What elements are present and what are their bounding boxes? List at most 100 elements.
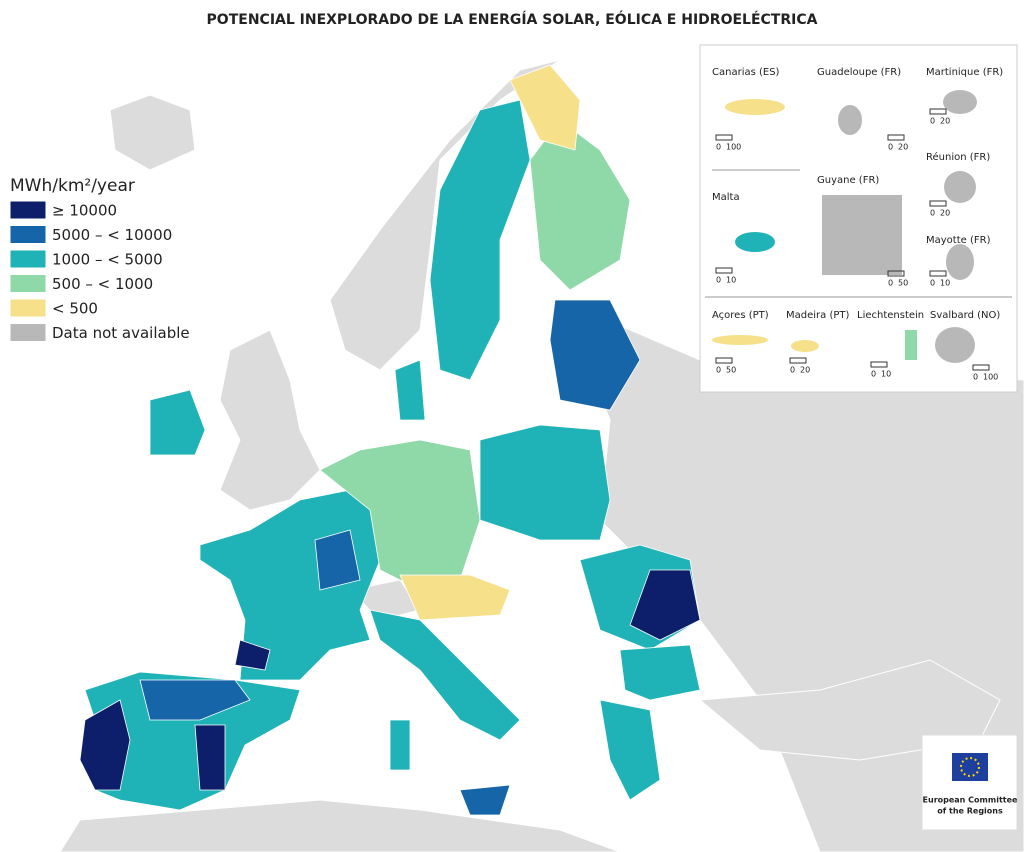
scale-end: 10 bbox=[881, 370, 891, 379]
scale-bar bbox=[870, 361, 888, 368]
inset-label: Réunion (FR) bbox=[926, 151, 990, 163]
scale-bar bbox=[929, 200, 947, 207]
legend-swatch bbox=[9, 298, 47, 318]
region-denmark bbox=[394, 359, 426, 421]
legend-label: 1000 – < 5000 bbox=[52, 251, 163, 269]
logo-stars bbox=[960, 757, 980, 777]
logo bbox=[921, 734, 1018, 831]
scale-start: 0 bbox=[973, 373, 978, 382]
inset-canarias-shape bbox=[725, 99, 785, 115]
region-sweden bbox=[429, 99, 531, 381]
land-uk bbox=[219, 329, 321, 511]
inset-reunion-shape bbox=[944, 171, 976, 203]
inset-label: Malta bbox=[712, 192, 740, 203]
inset-label: Martinique (FR) bbox=[926, 67, 1003, 78]
scale-bar bbox=[715, 134, 733, 141]
region-romania-east bbox=[629, 569, 701, 641]
region-italy bbox=[369, 609, 521, 741]
scale-end: 50 bbox=[898, 279, 908, 288]
region-spain-north bbox=[139, 679, 251, 721]
legend-label: < 500 bbox=[52, 300, 98, 318]
legend-label: Data not available bbox=[52, 324, 190, 342]
land-iceland bbox=[109, 94, 196, 171]
inset-mayotte-shape bbox=[946, 244, 974, 280]
scale-end: 10 bbox=[940, 279, 950, 288]
eu-regions bbox=[79, 64, 701, 816]
region-france-centre bbox=[314, 529, 361, 591]
legend-title: MWh/km²/year bbox=[10, 176, 135, 196]
scale-end: 10 bbox=[726, 276, 736, 285]
land-africa bbox=[59, 799, 621, 852]
inset-guyane-shape bbox=[822, 195, 902, 275]
logo-flag bbox=[952, 753, 988, 781]
region-france bbox=[199, 489, 381, 681]
region-austria bbox=[399, 574, 511, 621]
region-spain-south bbox=[194, 724, 226, 791]
inset-malta-shape bbox=[735, 232, 775, 252]
legend-label: 500 – < 1000 bbox=[52, 275, 153, 293]
scale-start: 0 bbox=[888, 143, 893, 152]
logo-box bbox=[921, 734, 1018, 831]
region-bulgaria bbox=[619, 644, 701, 701]
region-baltics bbox=[549, 299, 641, 411]
inset-label: Guyane (FR) bbox=[817, 175, 879, 186]
scale-start: 0 bbox=[930, 209, 935, 218]
legend-swatch bbox=[9, 323, 47, 342]
scale-bar bbox=[929, 108, 947, 115]
legend-swatch bbox=[9, 200, 47, 220]
scale-bar bbox=[715, 267, 733, 274]
logo-text: of the Regions bbox=[937, 807, 1003, 816]
scale-bar bbox=[715, 357, 733, 364]
region-germany bbox=[319, 439, 481, 591]
inset-label: Açores (PT) bbox=[712, 310, 769, 321]
region-poland bbox=[479, 424, 611, 541]
inset-label: Madeira (PT) bbox=[786, 310, 849, 321]
inset-label: Mayotte (FR) bbox=[926, 235, 991, 246]
scale-end: 20 bbox=[898, 143, 908, 152]
scale-bar bbox=[972, 364, 990, 371]
legend-label: ≥ 10000 bbox=[52, 202, 117, 220]
inset-label: Canarias (ES) bbox=[712, 67, 780, 78]
inset-label: Svalbard (NO) bbox=[930, 310, 1000, 321]
scale-end: 100 bbox=[726, 143, 741, 152]
region-portugal bbox=[79, 699, 131, 791]
region-greece bbox=[599, 699, 661, 801]
legend-swatch bbox=[9, 249, 47, 269]
inset-azores-shape bbox=[712, 335, 768, 345]
inset-guadeloupe-shape bbox=[838, 105, 862, 135]
scale-start: 0 bbox=[716, 143, 721, 152]
scale-start: 0 bbox=[930, 117, 935, 126]
scale-end: 20 bbox=[940, 209, 950, 218]
region-finland bbox=[529, 119, 631, 291]
region-lapland bbox=[509, 64, 581, 151]
scale-start: 0 bbox=[930, 279, 935, 288]
scale-start: 0 bbox=[888, 279, 893, 288]
inset-liechtenstein-shape bbox=[905, 330, 917, 360]
scale-end: 20 bbox=[800, 366, 810, 375]
region-ireland bbox=[149, 389, 206, 456]
scale-bar bbox=[789, 357, 807, 364]
legend-swatch bbox=[9, 225, 47, 244]
scale-bar bbox=[887, 270, 905, 277]
inset-panel bbox=[699, 44, 1018, 393]
inset-martinique-shape bbox=[943, 90, 977, 114]
scale-start: 0 bbox=[790, 366, 795, 375]
region-france-sw bbox=[234, 639, 271, 671]
legend-swatch bbox=[9, 274, 47, 293]
scale-bar bbox=[929, 270, 947, 277]
inset-madeira-shape bbox=[791, 340, 819, 352]
scale-start: 0 bbox=[716, 276, 721, 285]
scale-end: 20 bbox=[940, 117, 950, 126]
scale-end: 100 bbox=[983, 373, 998, 382]
legend-label: 5000 – < 10000 bbox=[52, 226, 172, 244]
logo-text: European Committee bbox=[923, 796, 1018, 805]
scale-end: 50 bbox=[726, 366, 736, 375]
page-title: POTENCIAL INEXPLORADO DE LA ENERGÍA SOLA… bbox=[207, 10, 818, 28]
scale-bar bbox=[887, 134, 905, 141]
scale-start: 0 bbox=[871, 370, 876, 379]
region-sicily bbox=[459, 784, 511, 816]
region-sardinia bbox=[389, 719, 411, 771]
inset-label: Guadeloupe (FR) bbox=[817, 67, 901, 78]
scale-start: 0 bbox=[716, 366, 721, 375]
